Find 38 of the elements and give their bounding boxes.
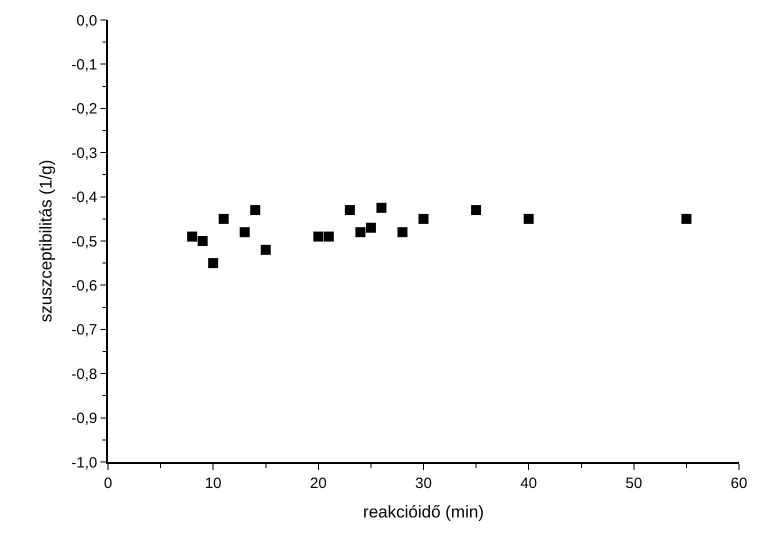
point [344, 205, 355, 216]
point [355, 227, 366, 238]
y-tick-label: -1,0 [71, 454, 98, 472]
point [240, 227, 250, 238]
y-tick-label: -0,8 [71, 366, 98, 383]
point [260, 244, 271, 255]
y-tick-label: -0,5 [71, 233, 98, 250]
point [418, 214, 428, 224]
point [250, 205, 260, 216]
x-tick-label: 50 [625, 474, 642, 492]
y-tick-label: -0,7 [71, 322, 98, 339]
point [471, 205, 482, 216]
x-tick-label: 0 [104, 474, 112, 492]
point [198, 236, 208, 246]
point [366, 222, 376, 233]
point [218, 214, 229, 224]
x-tick-label: 20 [310, 474, 327, 492]
point [376, 202, 386, 213]
y-tick-label: -0,3 [71, 144, 98, 162]
point [187, 232, 198, 242]
y-axis-title: szuszceptibilitás (1/g) [36, 160, 56, 322]
y-tick-label: -0,6 [71, 277, 98, 294]
y-tick-label: 0,0 [76, 12, 98, 30]
point [524, 214, 534, 224]
point [681, 214, 692, 224]
x-tick-label: 30 [415, 474, 432, 492]
y-tick-label: -0,4 [71, 189, 98, 206]
x-axis-title: reakcióidő (min) [363, 502, 484, 522]
x-tick-label: 10 [204, 474, 222, 492]
x-tick-label: 40 [520, 474, 538, 492]
y-tick-label: -0,1 [71, 56, 98, 74]
point [324, 232, 334, 242]
point [208, 258, 218, 268]
point [313, 232, 324, 242]
x-tick-label: 60 [730, 474, 748, 492]
point [397, 227, 408, 238]
y-tick-label: -0,9 [71, 410, 98, 428]
y-tick-label: -0,2 [71, 100, 98, 118]
